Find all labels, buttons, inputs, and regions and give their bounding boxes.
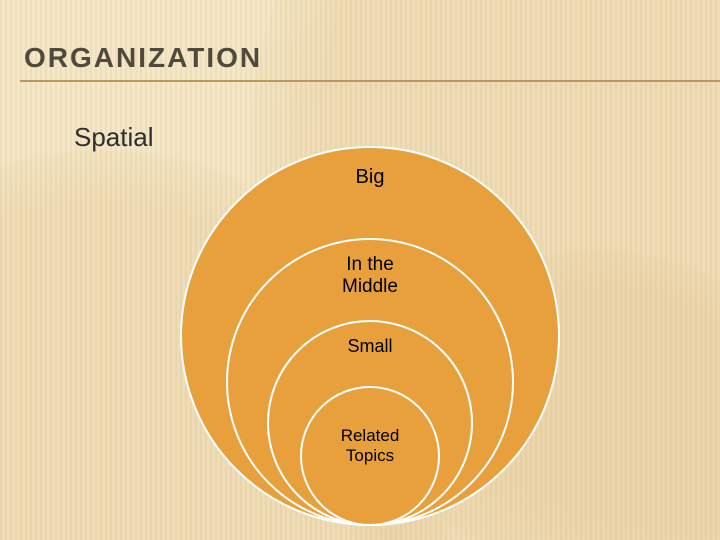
title-underline: ORGANIZATION (20, 36, 720, 82)
slide: ORGANIZATION Spatial Big In theMiddle Smal… (0, 0, 720, 540)
diagram-circle-label: Big (182, 166, 558, 189)
diagram-circle-label: Small (269, 336, 471, 357)
slide-title: ORGANIZATION (20, 36, 720, 74)
diagram-circle-label: In theMiddle (228, 254, 512, 298)
diagram-circle: RelatedTopics (300, 386, 440, 526)
diagram-circle-label: RelatedTopics (302, 426, 438, 465)
slide-subtitle: Spatial (74, 122, 154, 153)
